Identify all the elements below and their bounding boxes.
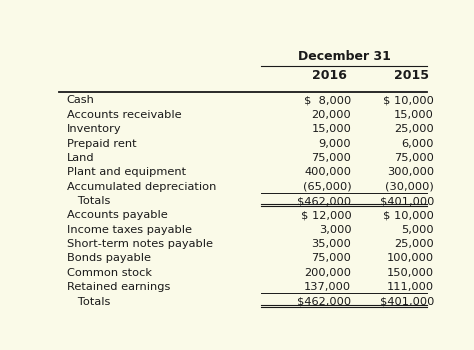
Text: 6,000: 6,000 — [401, 139, 434, 148]
Text: 75,000: 75,000 — [394, 153, 434, 163]
Text: (30,000): (30,000) — [385, 182, 434, 192]
Text: 2015: 2015 — [394, 69, 429, 82]
Text: 150,000: 150,000 — [387, 268, 434, 278]
Text: 100,000: 100,000 — [387, 253, 434, 264]
Text: 5,000: 5,000 — [401, 225, 434, 235]
Text: 75,000: 75,000 — [311, 153, 351, 163]
Text: 35,000: 35,000 — [311, 239, 351, 249]
Text: Retained earnings: Retained earnings — [66, 282, 170, 292]
Text: Accounts receivable: Accounts receivable — [66, 110, 181, 120]
Text: Cash: Cash — [66, 96, 94, 105]
Text: 137,000: 137,000 — [304, 282, 351, 292]
Text: Income taxes payable: Income taxes payable — [66, 225, 191, 235]
Text: Accounts payable: Accounts payable — [66, 210, 167, 220]
Text: Accumulated depreciation: Accumulated depreciation — [66, 182, 216, 192]
Text: $401,000: $401,000 — [380, 296, 434, 307]
Text: Prepaid rent: Prepaid rent — [66, 139, 136, 148]
Text: December 31: December 31 — [298, 50, 391, 63]
Text: 15,000: 15,000 — [311, 124, 351, 134]
Text: $462,000: $462,000 — [297, 196, 351, 206]
Text: Totals: Totals — [66, 296, 110, 307]
Text: 20,000: 20,000 — [311, 110, 351, 120]
Text: 25,000: 25,000 — [394, 124, 434, 134]
Text: 111,000: 111,000 — [387, 282, 434, 292]
Text: 25,000: 25,000 — [394, 239, 434, 249]
Text: $  8,000: $ 8,000 — [304, 96, 351, 105]
Text: 200,000: 200,000 — [304, 268, 351, 278]
Text: $462,000: $462,000 — [297, 296, 351, 307]
Text: $ 12,000: $ 12,000 — [301, 210, 351, 220]
Text: 2016: 2016 — [312, 69, 346, 82]
Text: Land: Land — [66, 153, 94, 163]
Text: Bonds payable: Bonds payable — [66, 253, 151, 264]
Text: 15,000: 15,000 — [394, 110, 434, 120]
Text: $ 10,000: $ 10,000 — [383, 96, 434, 105]
Text: 75,000: 75,000 — [311, 253, 351, 264]
Text: 9,000: 9,000 — [319, 139, 351, 148]
Text: Common stock: Common stock — [66, 268, 152, 278]
Text: Plant and equipment: Plant and equipment — [66, 167, 186, 177]
Text: $ 10,000: $ 10,000 — [383, 210, 434, 220]
Text: 3,000: 3,000 — [319, 225, 351, 235]
Text: Short-term notes payable: Short-term notes payable — [66, 239, 213, 249]
Text: 300,000: 300,000 — [387, 167, 434, 177]
Text: Totals: Totals — [66, 196, 110, 206]
Text: Inventory: Inventory — [66, 124, 121, 134]
Text: 400,000: 400,000 — [304, 167, 351, 177]
Text: (65,000): (65,000) — [303, 182, 351, 192]
Text: $401,000: $401,000 — [380, 196, 434, 206]
